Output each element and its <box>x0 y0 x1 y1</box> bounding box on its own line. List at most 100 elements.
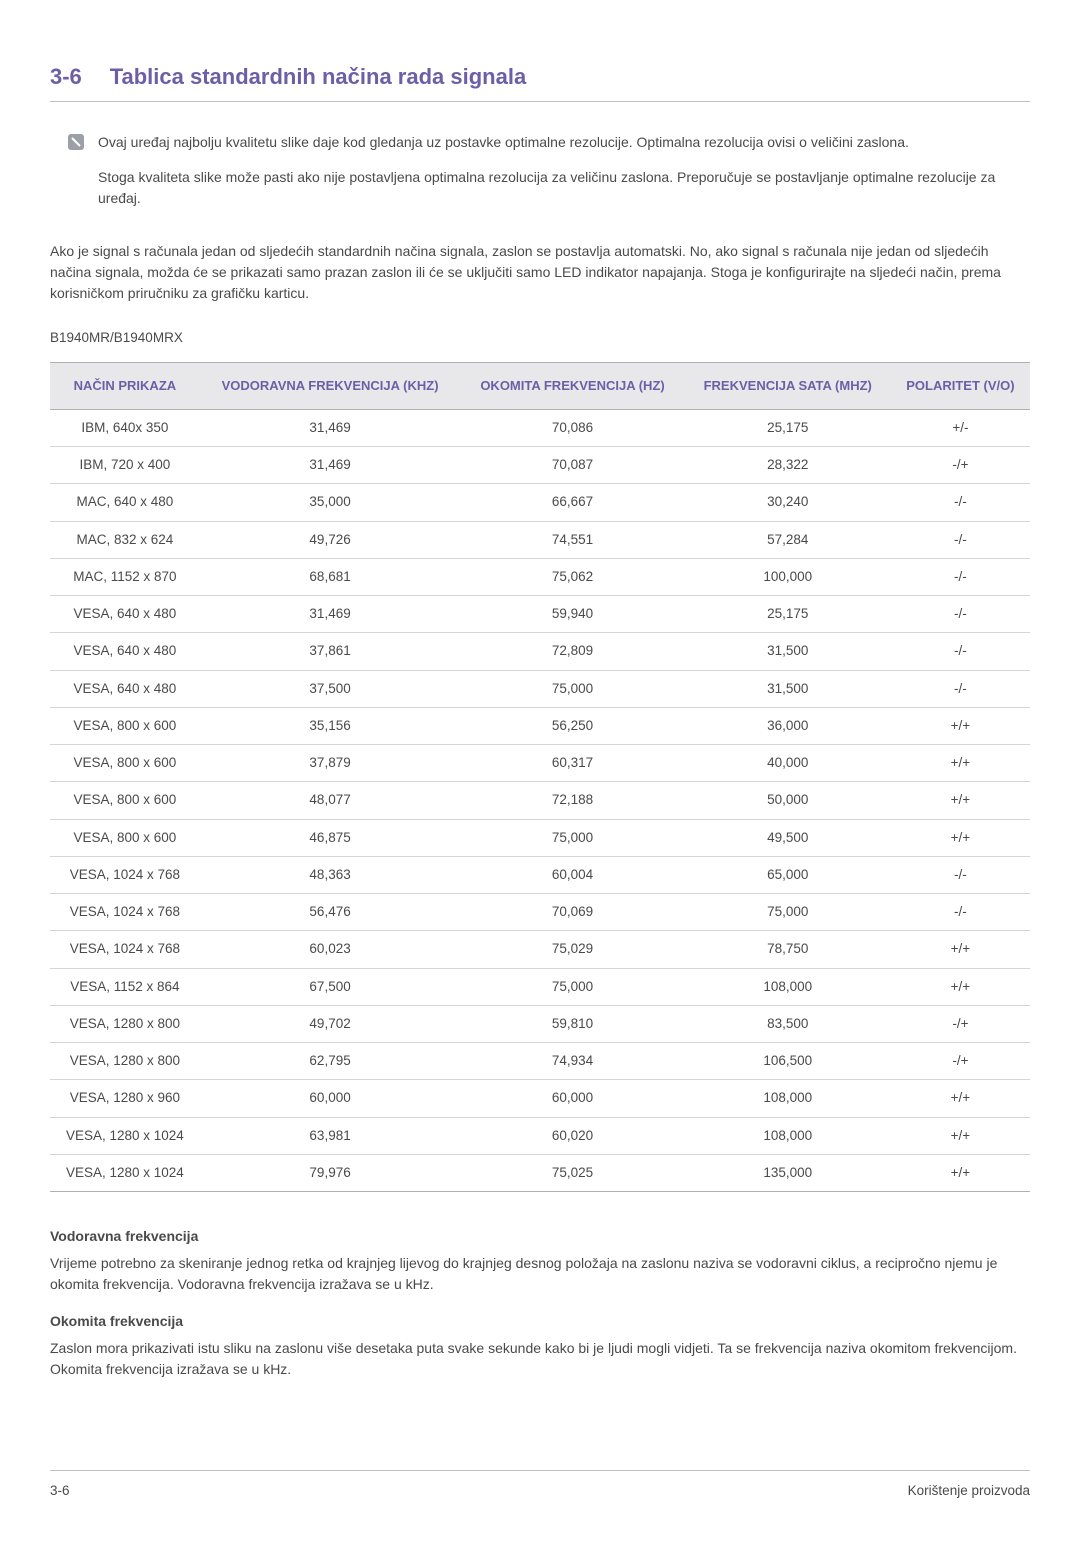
cell-clock: 30,240 <box>685 484 891 521</box>
cell-clock: 50,000 <box>685 782 891 819</box>
cell-polarity: -/+ <box>891 1043 1030 1080</box>
cell-vfreq: 72,188 <box>460 782 684 819</box>
cell-polarity: -/- <box>891 484 1030 521</box>
cell-polarity: -/+ <box>891 1005 1030 1042</box>
table-row: VESA, 1280 x 80049,70259,81083,500-/+ <box>50 1005 1030 1042</box>
cell-clock: 65,000 <box>685 856 891 893</box>
cell-mode: VESA, 1024 x 768 <box>50 894 200 931</box>
page-footer: 3-6 Korištenje proizvoda <box>50 1470 1030 1501</box>
cell-mode: VESA, 1024 x 768 <box>50 856 200 893</box>
table-row: IBM, 640x 35031,46970,08625,175+/- <box>50 409 1030 446</box>
cell-vfreq: 70,087 <box>460 447 684 484</box>
cell-mode: MAC, 640 x 480 <box>50 484 200 521</box>
note-block: Ovaj uređaj najbolju kvalitetu slike daj… <box>50 132 1030 223</box>
table-row: VESA, 1280 x 96060,00060,000108,000+/+ <box>50 1080 1030 1117</box>
cell-mode: MAC, 832 x 624 <box>50 521 200 558</box>
th-clock: FREKVENCIJA SATA (MHZ) <box>685 363 891 410</box>
note-text: Ovaj uređaj najbolju kvalitetu slike daj… <box>98 132 1030 223</box>
note-icon <box>68 134 84 156</box>
table-row: VESA, 800 x 60048,07772,18850,000+/+ <box>50 782 1030 819</box>
cell-hfreq: 35,156 <box>200 707 461 744</box>
cell-clock: 78,750 <box>685 931 891 968</box>
cell-mode: IBM, 640x 350 <box>50 409 200 446</box>
table-row: VESA, 1024 x 76860,02375,02978,750+/+ <box>50 931 1030 968</box>
def-v-body: Zaslon mora prikazivati istu sliku na za… <box>50 1338 1030 1380</box>
cell-vfreq: 70,086 <box>460 409 684 446</box>
cell-hfreq: 31,469 <box>200 596 461 633</box>
table-row: VESA, 800 x 60046,87575,00049,500+/+ <box>50 819 1030 856</box>
cell-vfreq: 60,004 <box>460 856 684 893</box>
cell-mode: VESA, 1280 x 800 <box>50 1043 200 1080</box>
cell-clock: 40,000 <box>685 745 891 782</box>
table-row: VESA, 640 x 48031,46959,94025,175-/- <box>50 596 1030 633</box>
cell-polarity: -/- <box>891 856 1030 893</box>
definitions-block: Vodoravna frekvencija Vrijeme potrebno z… <box>50 1226 1030 1380</box>
cell-polarity: +/+ <box>891 707 1030 744</box>
cell-polarity: -/- <box>891 596 1030 633</box>
cell-vfreq: 60,317 <box>460 745 684 782</box>
cell-clock: 31,500 <box>685 633 891 670</box>
table-row: VESA, 1152 x 86467,50075,000108,000+/+ <box>50 968 1030 1005</box>
cell-vfreq: 66,667 <box>460 484 684 521</box>
section-number: 3-6 <box>50 64 82 89</box>
cell-hfreq: 37,861 <box>200 633 461 670</box>
cell-hfreq: 67,500 <box>200 968 461 1005</box>
th-vfreq: OKOMITA FREKVENCIJA (HZ) <box>460 363 684 410</box>
cell-mode: VESA, 1280 x 800 <box>50 1005 200 1042</box>
cell-hfreq: 62,795 <box>200 1043 461 1080</box>
cell-polarity: -/+ <box>891 447 1030 484</box>
cell-mode: VESA, 640 x 480 <box>50 670 200 707</box>
cell-hfreq: 68,681 <box>200 558 461 595</box>
cell-hfreq: 48,363 <box>200 856 461 893</box>
cell-hfreq: 56,476 <box>200 894 461 931</box>
cell-polarity: -/- <box>891 521 1030 558</box>
th-hfreq: VODORAVNA FREKVENCIJA (KHZ) <box>200 363 461 410</box>
table-row: MAC, 640 x 48035,00066,66730,240-/- <box>50 484 1030 521</box>
section-title: Tablica standardnih načina rada signala <box>110 64 527 89</box>
cell-hfreq: 60,000 <box>200 1080 461 1117</box>
def-h-title: Vodoravna frekvencija <box>50 1226 1030 1247</box>
cell-clock: 49,500 <box>685 819 891 856</box>
cell-clock: 83,500 <box>685 1005 891 1042</box>
cell-mode: VESA, 800 x 600 <box>50 819 200 856</box>
section-header: 3-6 Tablica standardnih načina rada sign… <box>50 60 1030 102</box>
cell-polarity: +/+ <box>891 819 1030 856</box>
cell-hfreq: 48,077 <box>200 782 461 819</box>
table-row: VESA, 1280 x 102479,97675,025135,000+/+ <box>50 1154 1030 1191</box>
signal-mode-table: NAČIN PRIKAZA VODORAVNA FREKVENCIJA (KHZ… <box>50 362 1030 1192</box>
model-label: B1940MR/B1940MRX <box>50 328 1030 348</box>
table-row: IBM, 720 x 40031,46970,08728,322-/+ <box>50 447 1030 484</box>
cell-hfreq: 37,500 <box>200 670 461 707</box>
cell-polarity: -/- <box>891 670 1030 707</box>
cell-hfreq: 31,469 <box>200 409 461 446</box>
def-h-body: Vrijeme potrebno za skeniranje jednog re… <box>50 1253 1030 1295</box>
cell-mode: VESA, 1024 x 768 <box>50 931 200 968</box>
th-polarity: POLARITET (V/O) <box>891 363 1030 410</box>
cell-mode: VESA, 800 x 600 <box>50 745 200 782</box>
cell-hfreq: 46,875 <box>200 819 461 856</box>
cell-mode: VESA, 640 x 480 <box>50 633 200 670</box>
cell-polarity: -/- <box>891 894 1030 931</box>
cell-mode: VESA, 1280 x 960 <box>50 1080 200 1117</box>
cell-polarity: +/+ <box>891 931 1030 968</box>
cell-vfreq: 75,062 <box>460 558 684 595</box>
cell-vfreq: 70,069 <box>460 894 684 931</box>
cell-vfreq: 75,029 <box>460 931 684 968</box>
cell-mode: MAC, 1152 x 870 <box>50 558 200 595</box>
cell-clock: 108,000 <box>685 1117 891 1154</box>
table-row: VESA, 1024 x 76848,36360,00465,000-/- <box>50 856 1030 893</box>
cell-mode: VESA, 1280 x 1024 <box>50 1117 200 1154</box>
table-body: IBM, 640x 35031,46970,08625,175+/-IBM, 7… <box>50 409 1030 1191</box>
cell-vfreq: 75,000 <box>460 670 684 707</box>
th-mode: NAČIN PRIKAZA <box>50 363 200 410</box>
table-row: VESA, 800 x 60035,15656,25036,000+/+ <box>50 707 1030 744</box>
cell-clock: 25,175 <box>685 409 891 446</box>
table-row: VESA, 1024 x 76856,47670,06975,000-/- <box>50 894 1030 931</box>
cell-mode: VESA, 1280 x 1024 <box>50 1154 200 1191</box>
cell-mode: IBM, 720 x 400 <box>50 447 200 484</box>
footer-left: 3-6 <box>50 1481 70 1501</box>
cell-polarity: +/+ <box>891 745 1030 782</box>
cell-hfreq: 63,981 <box>200 1117 461 1154</box>
cell-polarity: +/+ <box>891 782 1030 819</box>
cell-mode: VESA, 640 x 480 <box>50 596 200 633</box>
